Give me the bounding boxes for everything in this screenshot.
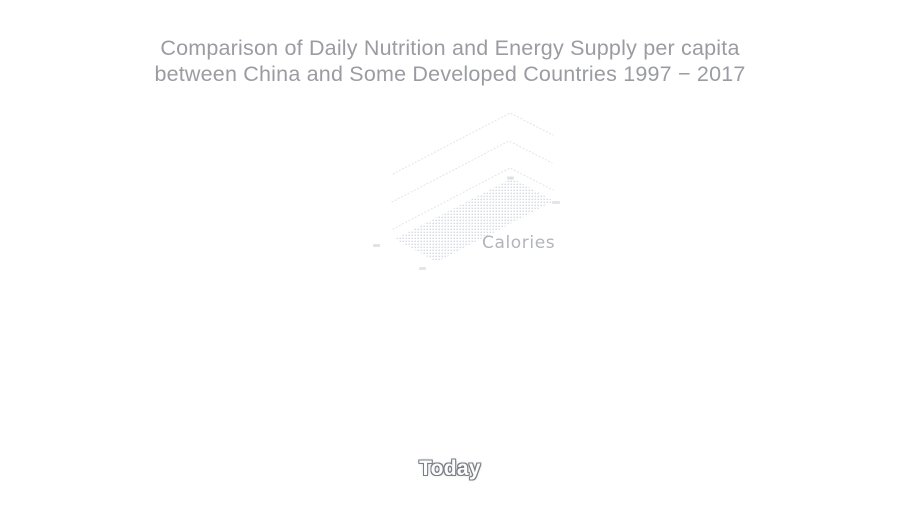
tiny-corner-ticks	[373, 176, 560, 270]
plane-outline-middle	[391, 140, 553, 203]
tiny-tick-left	[373, 244, 380, 247]
plane-outline-lower	[392, 167, 554, 230]
plane-outline-top	[392, 112, 554, 175]
tiny-tick-top	[507, 176, 514, 180]
tiny-tick-right	[552, 201, 560, 204]
chart-title-line2: between China and Some Developed Countri…	[154, 62, 746, 86]
subtitle-caption: Today	[419, 457, 481, 480]
chart-floor-halftone-plane	[395, 178, 554, 262]
tiny-tick-bottom	[419, 267, 426, 270]
chart-title-line1: Comparison of Daily Nutrition and Energy…	[160, 36, 740, 60]
axis-label-calories: Calories	[482, 233, 556, 253]
chart-title: Comparison of Daily Nutrition and Energy…	[0, 35, 900, 87]
